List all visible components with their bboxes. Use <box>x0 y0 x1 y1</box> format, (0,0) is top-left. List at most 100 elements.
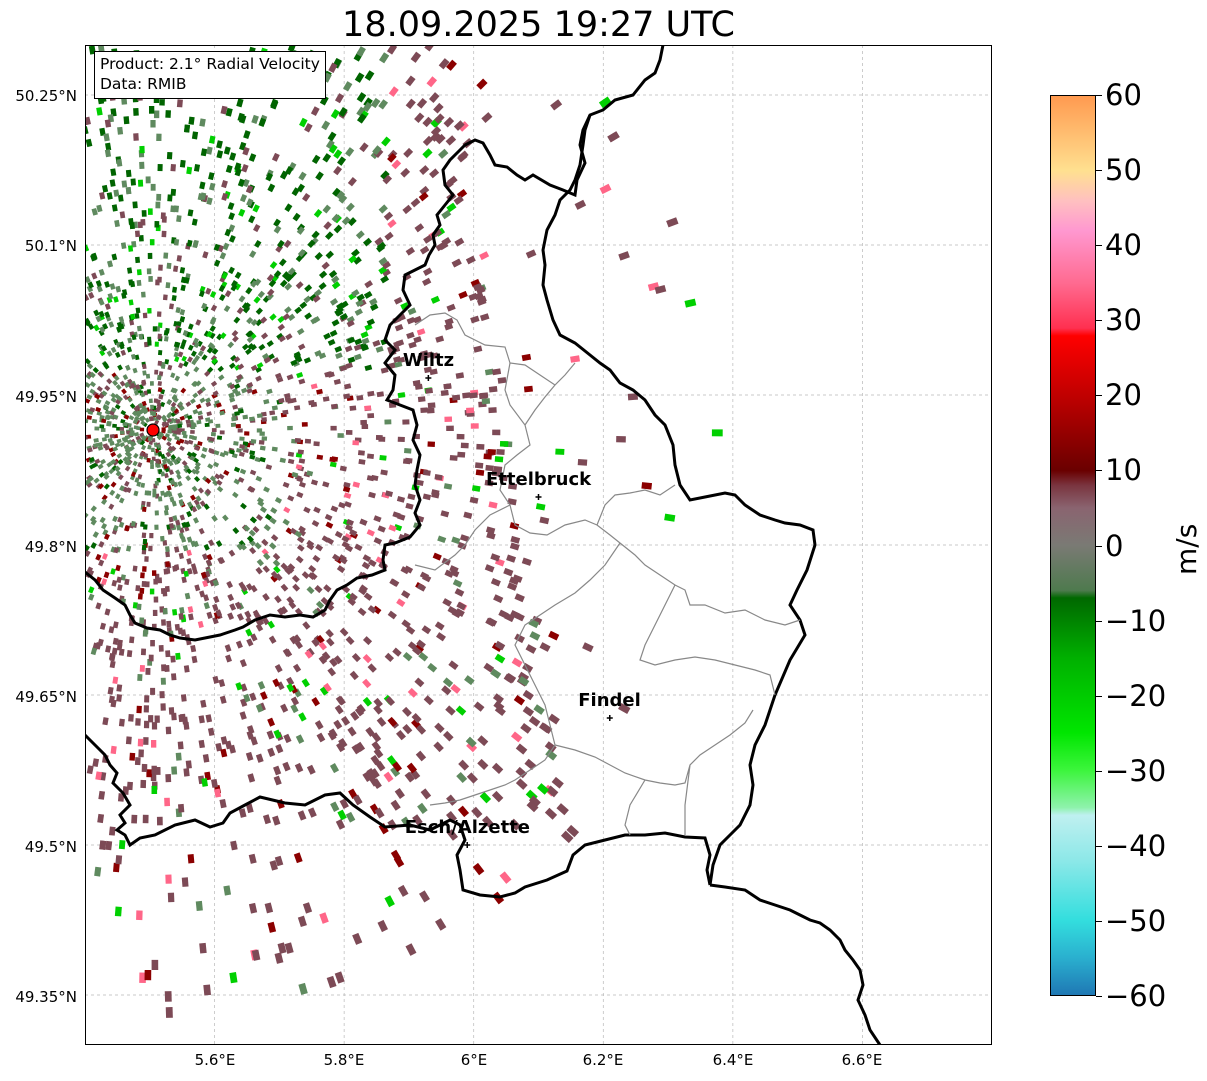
radar-cell <box>406 762 418 774</box>
radar-cell <box>321 651 331 661</box>
radar-cell <box>223 305 231 313</box>
radar-cell <box>167 429 172 434</box>
radar-cell <box>347 336 356 344</box>
radar-cell <box>491 762 504 774</box>
radar-cell <box>148 416 154 421</box>
radar-cell <box>114 906 122 917</box>
radar-cell <box>193 468 200 475</box>
radar-cell <box>160 535 165 542</box>
radar-cell <box>103 533 110 541</box>
radar-cell <box>422 135 434 147</box>
radar-cell <box>287 495 295 502</box>
radar-cell <box>412 814 423 826</box>
radar-cell <box>286 374 294 381</box>
radar-cell <box>334 93 345 104</box>
radar-cell <box>173 205 180 213</box>
radar-cell <box>273 729 282 739</box>
radar-cell <box>96 285 103 293</box>
radar-cell <box>336 190 346 200</box>
radar-cell <box>218 556 226 565</box>
radar-cell <box>250 318 258 327</box>
radar-cell <box>427 662 438 673</box>
radar-cell <box>362 237 373 247</box>
radar-cell <box>255 307 263 315</box>
radar-cell <box>472 282 483 292</box>
radar-cell <box>209 475 217 482</box>
radar-cell <box>155 766 161 775</box>
radar-cell <box>144 417 151 423</box>
radar-cell <box>174 375 181 382</box>
radar-cell <box>474 462 484 469</box>
radar-cell <box>287 425 293 431</box>
radar-cell <box>204 422 210 427</box>
radar-cell <box>170 372 176 379</box>
radar-cell <box>154 480 159 486</box>
radar-cell <box>163 336 169 342</box>
radar-cell <box>150 404 154 410</box>
radar-cell <box>344 501 352 508</box>
radar-cell <box>291 574 300 583</box>
radar-cell <box>400 167 411 178</box>
radar-cell <box>234 271 242 280</box>
radar-cell <box>254 456 261 463</box>
radar-cell <box>322 396 330 402</box>
radar-cell <box>173 408 180 414</box>
radar-cell <box>170 188 177 196</box>
radar-cell <box>390 766 401 778</box>
radar-cell <box>225 654 232 663</box>
radar-cell <box>149 239 155 246</box>
lon-tick-label: 6.2°E <box>582 1051 624 1069</box>
radar-cell <box>237 428 243 433</box>
map-panel[interactable] <box>85 45 992 1045</box>
radar-cell <box>417 354 426 362</box>
radar-cell <box>180 387 187 394</box>
radar-cell <box>101 390 108 397</box>
radar-cell <box>423 695 434 706</box>
radar-cell <box>354 72 365 83</box>
radar-cell <box>160 703 166 711</box>
radar-cell <box>245 803 254 814</box>
radar-cell <box>509 609 521 620</box>
radar-cell <box>263 357 271 364</box>
radar-cell <box>136 410 142 416</box>
radar-cell <box>110 745 117 755</box>
radar-cell <box>314 251 323 261</box>
radar-cell <box>313 208 323 218</box>
radar-cell <box>263 552 271 561</box>
radar-cell <box>104 311 111 318</box>
radar-cell <box>293 351 302 358</box>
radar-cell <box>231 330 239 337</box>
radar-cell <box>219 252 227 260</box>
radar-cell <box>211 348 219 355</box>
radar-cell <box>229 362 236 369</box>
lat-tick-label: 49.95°N <box>15 388 77 406</box>
radar-cell <box>407 493 416 501</box>
radar-cell <box>164 327 170 334</box>
radar-cell <box>170 424 175 429</box>
radar-cell <box>466 407 475 414</box>
radar-cell <box>325 521 334 529</box>
radar-cell <box>470 423 479 429</box>
radar-cell <box>358 459 366 465</box>
colorbar-tick-mark <box>1096 170 1102 172</box>
radar-cell <box>234 601 242 610</box>
radar-cell <box>258 343 266 351</box>
radar-cell <box>282 313 291 321</box>
radar-cell <box>432 552 442 561</box>
radar-cell <box>180 694 187 702</box>
radar-cell <box>261 417 267 422</box>
radar-cell <box>380 367 389 374</box>
radar-cell <box>321 535 330 543</box>
radar-cell <box>157 360 162 366</box>
radar-cell <box>91 207 98 216</box>
radar-cell <box>379 455 387 461</box>
radar-cell <box>206 146 213 155</box>
radar-cell <box>266 273 275 282</box>
radar-cell <box>113 296 119 303</box>
radar-cell <box>124 465 131 472</box>
radar-map[interactable] <box>85 45 992 1045</box>
radar-cell <box>357 607 367 617</box>
radar-cell <box>263 524 271 532</box>
radar-cell <box>244 431 250 436</box>
radar-site-marker[interactable] <box>146 423 160 437</box>
